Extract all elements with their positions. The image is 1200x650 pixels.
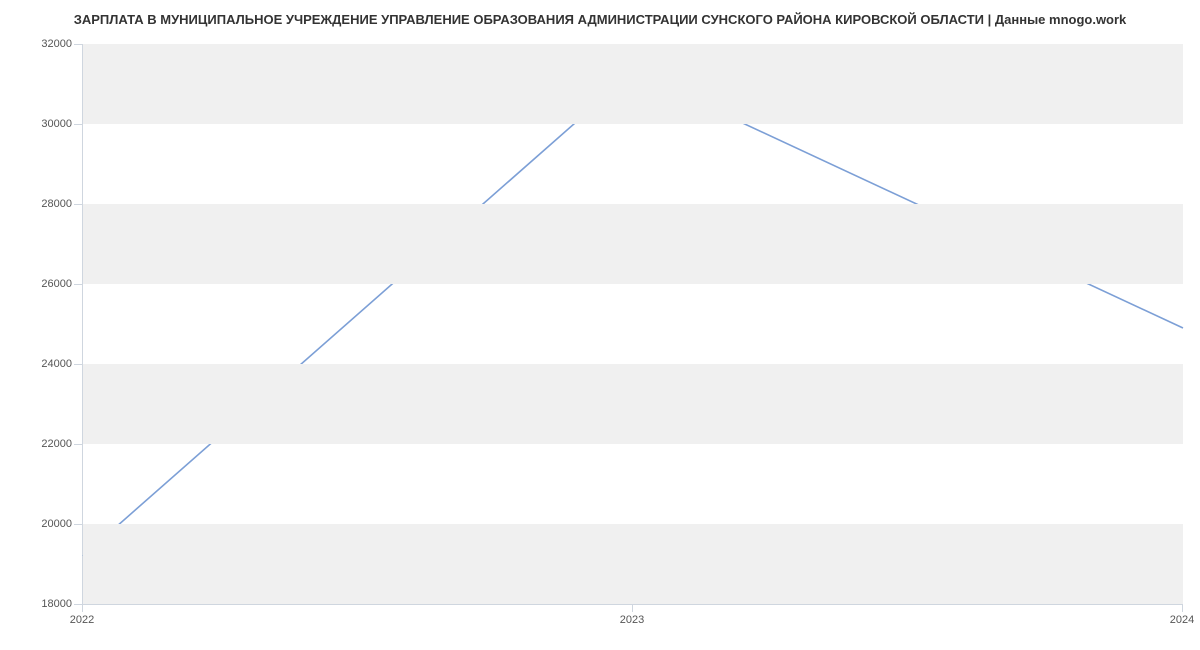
- y-axis-tick-label: 30000: [41, 118, 72, 130]
- y-axis-tick-label: 20000: [41, 518, 72, 530]
- x-axis-tick-mark: [1182, 604, 1183, 612]
- x-axis-tick-mark: [82, 604, 83, 612]
- y-axis-tick-label: 28000: [41, 198, 72, 210]
- y-axis-tick-mark: [74, 124, 82, 125]
- x-axis-tick-label: 2022: [70, 614, 94, 626]
- x-axis-tick-label: 2024: [1170, 614, 1194, 626]
- grid-band: [83, 204, 1183, 284]
- grid-band: [83, 284, 1183, 364]
- y-axis-tick-label: 24000: [41, 358, 72, 370]
- chart-title: ЗАРПЛАТА В МУНИЦИПАЛЬНОЕ УЧРЕЖДЕНИЕ УПРА…: [0, 12, 1200, 27]
- grid-band: [83, 364, 1183, 444]
- grid-band: [83, 44, 1183, 124]
- salary-line-chart: ЗАРПЛАТА В МУНИЦИПАЛЬНОЕ УЧРЕЖДЕНИЕ УПРА…: [0, 0, 1200, 650]
- y-axis-tick-label: 18000: [41, 598, 72, 610]
- y-axis-tick-mark: [74, 444, 82, 445]
- y-axis-tick-label: 22000: [41, 438, 72, 450]
- grid-band: [83, 124, 1183, 204]
- y-axis-tick-mark: [74, 204, 82, 205]
- x-axis-tick-label: 2023: [620, 614, 644, 626]
- y-axis-tick-mark: [74, 524, 82, 525]
- y-axis-tick-mark: [74, 364, 82, 365]
- y-axis-tick-label: 26000: [41, 278, 72, 290]
- plot-area: [82, 44, 1183, 605]
- grid-band: [83, 524, 1183, 604]
- grid-band: [83, 444, 1183, 524]
- y-axis-tick-mark: [74, 604, 82, 605]
- y-axis-tick-label: 32000: [41, 38, 72, 50]
- y-axis-tick-mark: [74, 44, 82, 45]
- y-axis-tick-mark: [74, 284, 82, 285]
- x-axis-tick-mark: [632, 604, 633, 612]
